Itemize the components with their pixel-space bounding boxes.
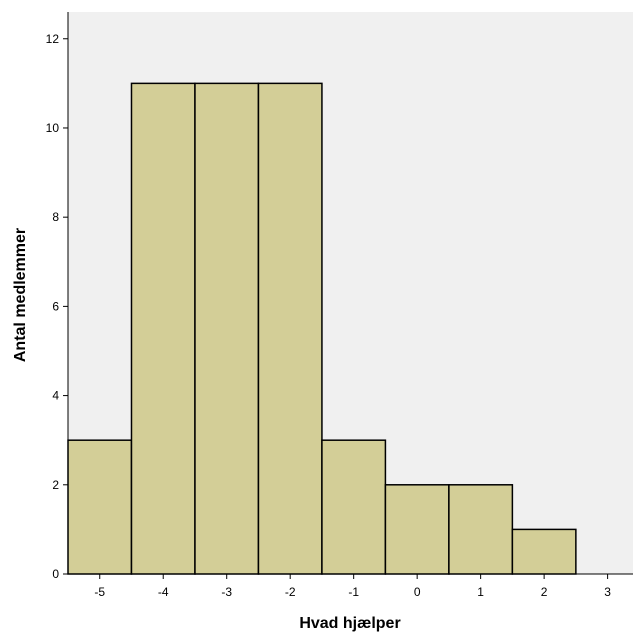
y-tick-label: 0 (52, 567, 59, 581)
x-tick-label: -2 (285, 585, 296, 599)
histogram-bar (384, 484, 450, 575)
x-tick-label: -3 (221, 585, 232, 599)
histogram-bar (321, 439, 387, 575)
y-tick-label: 10 (46, 121, 60, 135)
y-tick-label: 4 (52, 389, 59, 403)
histogram-bar (130, 82, 196, 575)
y-tick-label: 12 (46, 32, 60, 46)
x-tick-label: 2 (541, 585, 548, 599)
x-tick-label: -4 (158, 585, 169, 599)
x-ticks-group: -5 -4 -3 -2 -1 0 1 2 3 (94, 574, 611, 599)
y-ticks-group: 0 2 4 6 8 10 12 (46, 32, 68, 581)
y-axis-title: Antal medlemmer (12, 228, 29, 362)
histogram-bar (194, 82, 260, 575)
x-tick-label: -1 (348, 585, 359, 599)
bars-group (67, 82, 577, 575)
x-axis-title: Hvad hjælper (299, 615, 400, 632)
histogram-bar (67, 439, 133, 575)
x-tick-label: 0 (414, 585, 421, 599)
histogram-bar (257, 82, 323, 575)
y-tick-label: 8 (52, 210, 59, 224)
y-tick-label: 2 (52, 478, 59, 492)
x-tick-label: 1 (477, 585, 484, 599)
x-tick-label: 3 (604, 585, 611, 599)
y-tick-label: 6 (52, 299, 59, 313)
x-tick-label: -5 (94, 585, 105, 599)
histogram-bar (511, 528, 577, 575)
histogram-bar (448, 484, 514, 575)
